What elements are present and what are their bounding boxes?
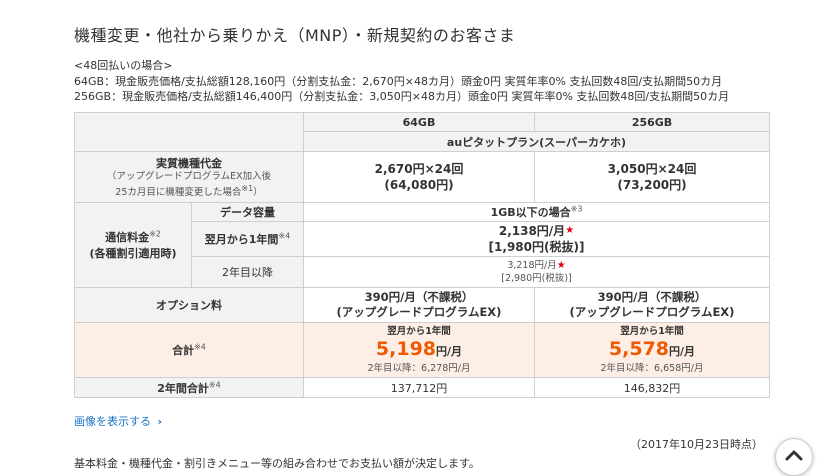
as-of-date: （2017年10月23日時点） bbox=[630, 438, 763, 451]
show-image-link[interactable]: 画像を表示する › bbox=[74, 415, 163, 428]
star-icon: ★ bbox=[556, 260, 566, 271]
option-fee-256gb: 390円/月（不課税） (アップグレードプログラムEX) bbox=[534, 287, 770, 323]
device-price-256gb: 3,050円×24回 (73,200円) bbox=[534, 151, 770, 203]
footer-note-partial: 基本料金・機種代金・割引きメニュー等の組み合わせでお支払い額が決定します。 bbox=[74, 457, 480, 470]
device-price-note-2: 25カ月目に機種変更した場合※1） bbox=[115, 183, 263, 199]
plan-name: auピタットプラン(スーパーカケホ) bbox=[303, 131, 770, 152]
notes-line-3: 256GB：現金販売価格/支払総額146,400円（分割支払金：3,050円×4… bbox=[74, 90, 730, 103]
year1-label: 翌月から1年間※4 bbox=[191, 221, 304, 257]
total-label: 合計※4 bbox=[74, 322, 304, 378]
col-header-256gb: 256GB bbox=[534, 112, 770, 132]
chevron-up-icon bbox=[785, 450, 803, 461]
device-price-64gb: 2,670円×24回 (64,080円) bbox=[303, 151, 535, 203]
year1-fee: 2,138円/月★ [1,980円(税抜)] bbox=[303, 221, 770, 257]
year2-label: 2年目以降 bbox=[191, 256, 304, 288]
price-table: 64GB 256GB auピタットプラン(スーパーカケホ) 実質機種代金 （アッ… bbox=[74, 112, 770, 398]
table-corner bbox=[74, 112, 304, 152]
option-fee-64gb: 390円/月（不課税） (アップグレードプログラムEX) bbox=[303, 287, 535, 323]
total-256gb-value: 5,578 bbox=[608, 337, 670, 360]
year2-fee: 3,218円/月★ [2,980円(税抜)] bbox=[303, 256, 770, 288]
option-fee-label: オプション料 bbox=[74, 287, 304, 323]
page-heading: 機種変更・他社から乗りかえ（MNP）・新規契約のお客さま bbox=[74, 26, 516, 45]
data-cap-value: 1GB以下の場合※3 bbox=[303, 202, 770, 222]
col-header-64gb: 64GB bbox=[303, 112, 535, 132]
two-year-total-256gb: 146,832円 bbox=[534, 377, 770, 398]
notes-line-1: <48回払いの場合> bbox=[74, 59, 173, 72]
device-price-label: 実質機種代金 bbox=[156, 156, 222, 170]
total-256gb: 翌月から1年間 5,578円/月 2年目以降：6,658円/月 bbox=[534, 322, 770, 378]
total-64gb-value: 5,198 bbox=[375, 337, 437, 360]
notes-line-2: 64GB：現金販売価格/支払総額128,160円（分割支払金：2,670円×48… bbox=[74, 74, 723, 88]
device-price-note-1: （アップグレードプログラムEX加入後 bbox=[106, 170, 272, 182]
comm-fee-label: 通信料金※2 (各種割引適用時) bbox=[74, 202, 192, 288]
chevron-right-icon: › bbox=[157, 415, 163, 428]
star-icon: ★ bbox=[565, 225, 575, 236]
data-cap-label: データ容量 bbox=[191, 202, 304, 222]
payment-notes: <48回払いの場合> 64GB：現金販売価格/支払総額128,160円（分割支払… bbox=[74, 58, 729, 105]
two-year-total-label: 2年間合計※4 bbox=[74, 377, 304, 398]
scroll-to-top-button[interactable] bbox=[775, 438, 813, 476]
total-64gb: 翌月から1年間 5,198円/月 2年目以降：6,278円/月 bbox=[303, 322, 535, 378]
device-price-label-cell: 実質機種代金 （アップグレードプログラムEX加入後 25カ月目に機種変更した場合… bbox=[74, 151, 304, 203]
two-year-total-64gb: 137,712円 bbox=[303, 377, 535, 398]
